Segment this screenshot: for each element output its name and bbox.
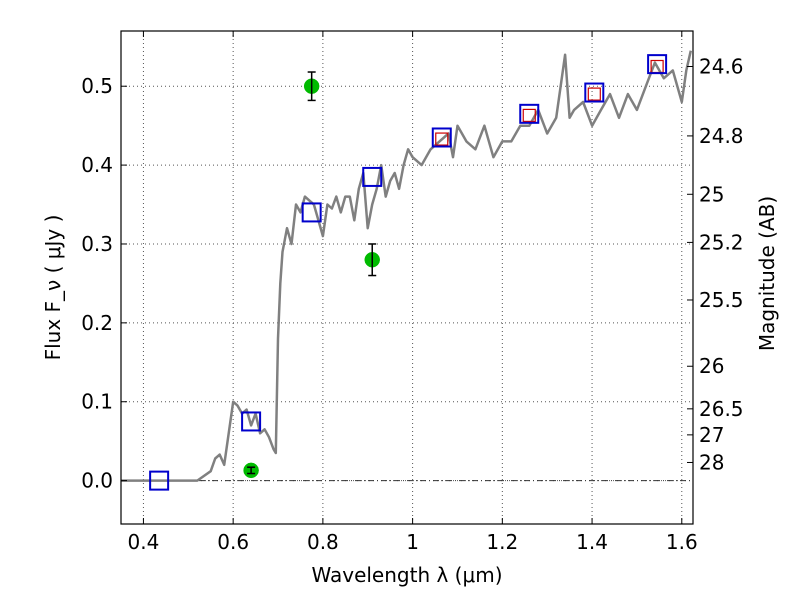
- right-tick-label: 26: [699, 354, 724, 378]
- model-photometry-square: [519, 103, 540, 124]
- x-tick-label: 1: [406, 530, 419, 554]
- model-photometry-square: [149, 470, 170, 491]
- y-axis-ticks: 0.0 0.1 0.2 0.3 0.4 0.5: [81, 74, 127, 493]
- x-axis-label: Wavelength λ (μm): [311, 563, 502, 587]
- x-axis-ticks: 0.4 0.6 0.8 1 1.2 1.4 1.6: [128, 31, 698, 554]
- right-tick-label: 28: [699, 450, 724, 474]
- observed-photometry-series: [243, 71, 380, 479]
- plot-frame: [120, 30, 694, 525]
- model-photometry-series: [149, 54, 668, 491]
- model-photometry-inner-square: [587, 87, 601, 101]
- right-tick-label: 27: [699, 423, 724, 447]
- x-tick-label: 1.4: [576, 530, 608, 554]
- y-axis-label: Flux F_ν ( μJy ): [41, 215, 65, 361]
- right-tick-label: 24.6: [699, 54, 744, 78]
- model-photometry-inner-square: [522, 108, 536, 123]
- right-tick-label: 24.8: [699, 124, 744, 148]
- model-photometry-square: [584, 82, 605, 103]
- model-photometry-square: [301, 202, 322, 223]
- right-axis-label: Magnitude (AB): [755, 196, 779, 351]
- right-tick-label: 26.5: [699, 397, 744, 421]
- x-tick-label: 0.8: [307, 530, 339, 554]
- model-photometry-square: [431, 127, 452, 148]
- right-axis-ticks: 24.6 24.8 25 25.2 25.5 26 26.527 28: [687, 54, 744, 474]
- y-tick-label: 0.2: [81, 311, 113, 335]
- y-tick-label: 0.0: [81, 469, 113, 493]
- model-photometry-square: [647, 54, 668, 75]
- y-tick-label: 0.3: [81, 232, 113, 256]
- x-tick-label: 1.6: [666, 530, 698, 554]
- model-spectrum-series: [121, 50, 693, 482]
- model-photometry-inner-square: [435, 132, 449, 146]
- y-tick-label: 0.4: [81, 153, 113, 177]
- right-tick-label: 25.2: [699, 230, 744, 254]
- x-tick-label: 1.2: [486, 530, 518, 554]
- right-tick-label: 25: [699, 182, 724, 206]
- grid: [121, 31, 693, 524]
- y-tick-label: 0.1: [81, 390, 113, 414]
- right-tick-label: 25.5: [699, 288, 744, 312]
- x-tick-label: 0.6: [217, 530, 249, 554]
- y-tick-label: 0.5: [81, 74, 113, 98]
- x-tick-label: 0.4: [128, 530, 160, 554]
- model-photometry-square: [362, 166, 383, 187]
- model-photometry-square: [241, 411, 262, 432]
- model-spectrum-line: [121, 50, 693, 482]
